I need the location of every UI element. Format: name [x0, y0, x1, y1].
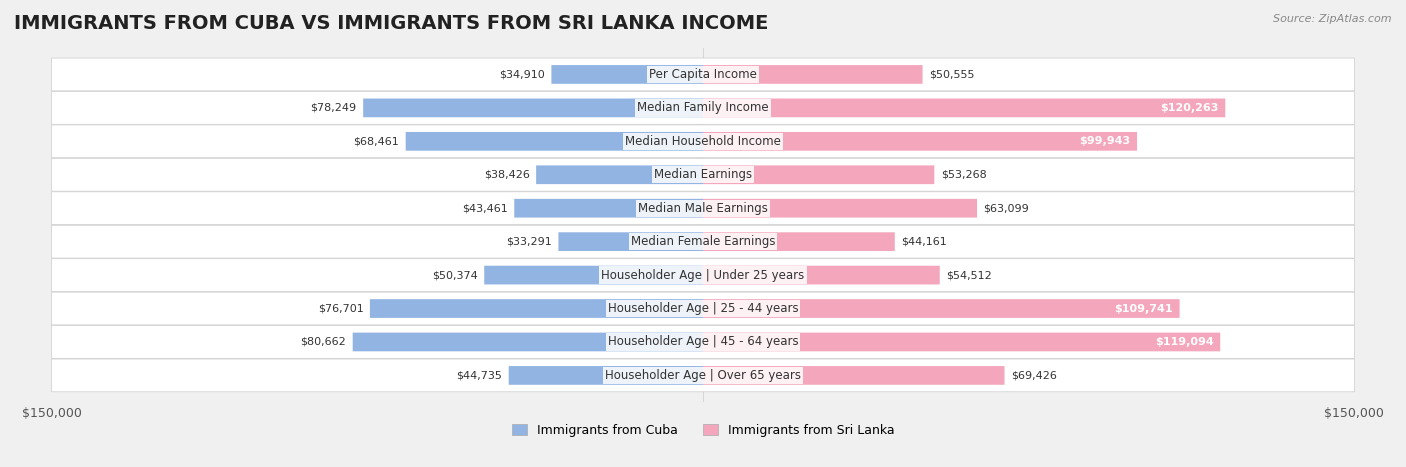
- Text: Per Capita Income: Per Capita Income: [650, 68, 756, 81]
- FancyBboxPatch shape: [703, 266, 939, 284]
- Text: $76,701: $76,701: [318, 304, 363, 313]
- Text: $63,099: $63,099: [984, 203, 1029, 213]
- FancyBboxPatch shape: [703, 333, 1220, 351]
- FancyBboxPatch shape: [509, 366, 703, 385]
- FancyBboxPatch shape: [52, 158, 1354, 191]
- Text: $43,461: $43,461: [463, 203, 508, 213]
- Text: $109,741: $109,741: [1115, 304, 1173, 313]
- FancyBboxPatch shape: [703, 99, 1225, 117]
- FancyBboxPatch shape: [52, 58, 1354, 91]
- Text: $119,094: $119,094: [1154, 337, 1213, 347]
- Text: $68,461: $68,461: [353, 136, 399, 146]
- Legend: Immigrants from Cuba, Immigrants from Sri Lanka: Immigrants from Cuba, Immigrants from Sr…: [506, 419, 900, 442]
- FancyBboxPatch shape: [515, 199, 703, 218]
- Text: $50,555: $50,555: [929, 70, 974, 79]
- Text: $78,249: $78,249: [311, 103, 357, 113]
- FancyBboxPatch shape: [52, 325, 1354, 358]
- Text: $120,263: $120,263: [1160, 103, 1219, 113]
- FancyBboxPatch shape: [353, 333, 703, 351]
- Text: $80,662: $80,662: [301, 337, 346, 347]
- FancyBboxPatch shape: [52, 192, 1354, 225]
- Text: Source: ZipAtlas.com: Source: ZipAtlas.com: [1274, 14, 1392, 24]
- FancyBboxPatch shape: [52, 125, 1354, 158]
- Text: Householder Age | Over 65 years: Householder Age | Over 65 years: [605, 369, 801, 382]
- Text: Householder Age | 25 - 44 years: Householder Age | 25 - 44 years: [607, 302, 799, 315]
- FancyBboxPatch shape: [703, 165, 935, 184]
- FancyBboxPatch shape: [52, 92, 1354, 124]
- Text: IMMIGRANTS FROM CUBA VS IMMIGRANTS FROM SRI LANKA INCOME: IMMIGRANTS FROM CUBA VS IMMIGRANTS FROM …: [14, 14, 769, 33]
- FancyBboxPatch shape: [406, 132, 703, 151]
- Text: $44,161: $44,161: [901, 237, 948, 247]
- Text: $50,374: $50,374: [432, 270, 478, 280]
- FancyBboxPatch shape: [52, 225, 1354, 258]
- FancyBboxPatch shape: [370, 299, 703, 318]
- Text: Householder Age | 45 - 64 years: Householder Age | 45 - 64 years: [607, 335, 799, 348]
- Text: Median Female Earnings: Median Female Earnings: [631, 235, 775, 248]
- Text: $53,268: $53,268: [941, 170, 987, 180]
- FancyBboxPatch shape: [703, 366, 1004, 385]
- FancyBboxPatch shape: [558, 232, 703, 251]
- FancyBboxPatch shape: [484, 266, 703, 284]
- Text: Median Household Income: Median Household Income: [626, 135, 780, 148]
- FancyBboxPatch shape: [52, 359, 1354, 392]
- Text: $54,512: $54,512: [946, 270, 993, 280]
- Text: $99,943: $99,943: [1080, 136, 1130, 146]
- FancyBboxPatch shape: [703, 232, 894, 251]
- FancyBboxPatch shape: [52, 259, 1354, 291]
- FancyBboxPatch shape: [536, 165, 703, 184]
- FancyBboxPatch shape: [363, 99, 703, 117]
- FancyBboxPatch shape: [551, 65, 703, 84]
- FancyBboxPatch shape: [703, 199, 977, 218]
- FancyBboxPatch shape: [703, 299, 1180, 318]
- Text: $33,291: $33,291: [506, 237, 553, 247]
- Text: $44,735: $44,735: [457, 370, 502, 381]
- Text: Householder Age | Under 25 years: Householder Age | Under 25 years: [602, 269, 804, 282]
- FancyBboxPatch shape: [703, 132, 1137, 151]
- FancyBboxPatch shape: [52, 292, 1354, 325]
- Text: $38,426: $38,426: [484, 170, 530, 180]
- Text: Median Family Income: Median Family Income: [637, 101, 769, 114]
- Text: Median Earnings: Median Earnings: [654, 168, 752, 181]
- Text: Median Male Earnings: Median Male Earnings: [638, 202, 768, 215]
- Text: $34,910: $34,910: [499, 70, 546, 79]
- Text: $69,426: $69,426: [1011, 370, 1057, 381]
- FancyBboxPatch shape: [703, 65, 922, 84]
